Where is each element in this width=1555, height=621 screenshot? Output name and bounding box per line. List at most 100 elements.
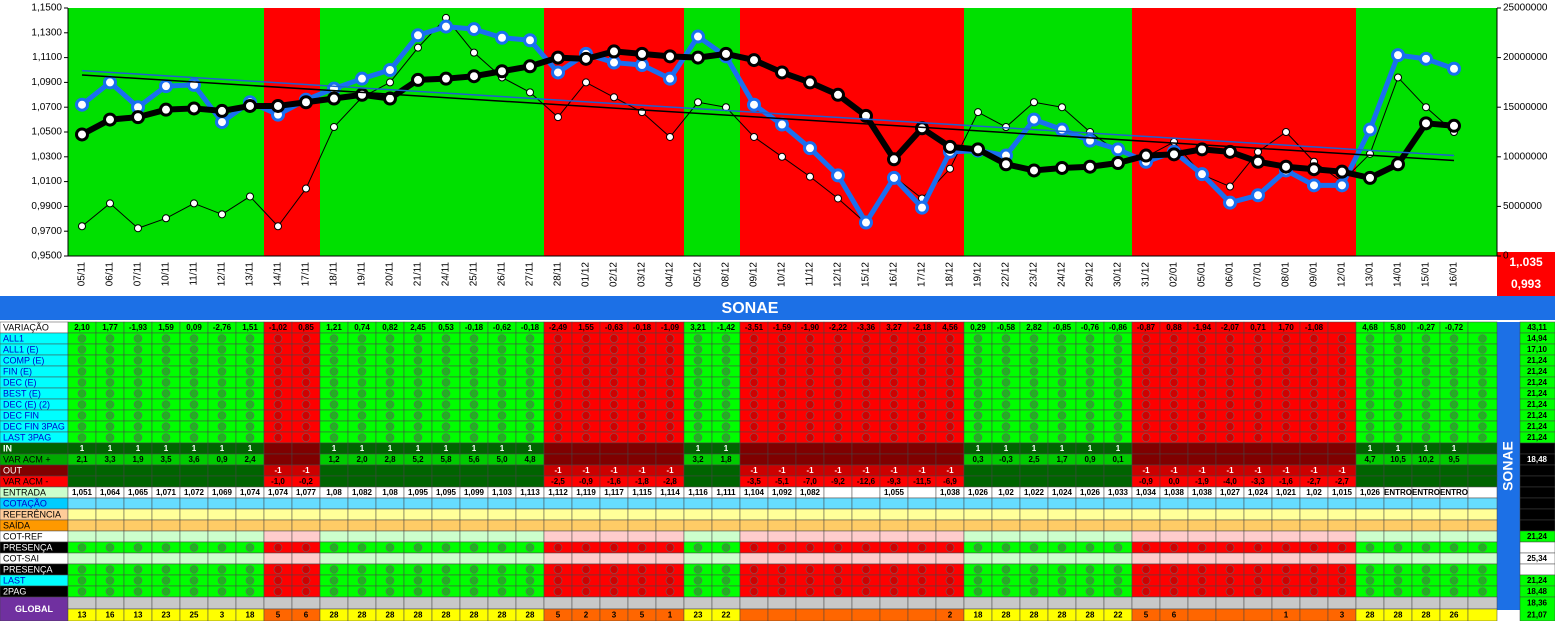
global-status-cell	[571, 596, 601, 610]
signal-dot	[385, 576, 395, 585]
signal-dot	[1085, 565, 1095, 574]
signal-dot	[357, 411, 367, 420]
cell-value: 1,074	[268, 488, 289, 497]
global-status-cell	[67, 596, 97, 610]
summary-cell	[1519, 497, 1555, 510]
series-point	[1027, 112, 1041, 127]
signal-band	[1216, 8, 1244, 256]
series-point	[607, 55, 621, 70]
global-cell	[823, 608, 853, 621]
signal-dot	[301, 389, 311, 398]
signal-dot	[1281, 433, 1291, 442]
signal-band	[572, 8, 600, 256]
cell-value: -1,6	[1279, 477, 1293, 486]
global-status-cell	[1271, 596, 1301, 610]
row-label: ALL1	[3, 333, 24, 343]
signal-dot	[385, 422, 395, 431]
signal-dot	[945, 334, 955, 343]
signal-dot	[1197, 587, 1207, 596]
signal-dot	[805, 345, 815, 354]
signal-dot	[1029, 565, 1039, 574]
cell-value: -2,8	[663, 477, 677, 486]
cell-value: -0,86	[1109, 323, 1128, 332]
signal-dot	[413, 411, 423, 420]
table-cell	[1131, 442, 1161, 455]
cell-value: ENTRO	[1384, 488, 1412, 497]
signal-dot	[469, 400, 479, 409]
table-cell	[1467, 475, 1498, 488]
signal-dot	[441, 587, 451, 596]
signal-dot	[945, 543, 955, 552]
table-cell	[1215, 497, 1245, 510]
signal-dot	[1309, 356, 1319, 365]
signal-dot	[861, 411, 871, 420]
x-tick-label: 21/11	[413, 262, 424, 287]
signal-dot	[1393, 433, 1403, 442]
signal-dot	[105, 356, 115, 365]
signal-dot	[973, 422, 983, 431]
table-cell	[823, 453, 853, 466]
signal-dot	[1169, 433, 1179, 442]
cell-value: 1,069	[212, 488, 233, 497]
table-cell	[1187, 442, 1217, 455]
table-cell	[879, 552, 909, 565]
cell-value: 10,5	[1390, 455, 1406, 464]
cell-value: 22	[1114, 611, 1123, 620]
signal-dot	[497, 411, 507, 420]
signal-dot	[721, 587, 731, 596]
table-cell	[851, 486, 881, 499]
cell-value: 1,038	[940, 488, 961, 497]
signal-dot	[1337, 422, 1347, 431]
signal-dot	[833, 433, 843, 442]
table-cell	[1075, 530, 1105, 543]
cell-value: 5	[556, 611, 561, 620]
signal-dot	[861, 422, 871, 431]
signal-dot	[777, 543, 787, 552]
signal-dot	[497, 334, 507, 343]
table-cell	[599, 530, 629, 543]
cell-value: -0,18	[633, 323, 652, 332]
signal-dot	[1197, 433, 1207, 442]
series-point	[215, 103, 229, 118]
signal-dot	[917, 345, 927, 354]
table-cell	[599, 442, 629, 455]
signal-dot	[1478, 367, 1487, 376]
signal-dot	[105, 378, 115, 387]
series-point	[1394, 73, 1402, 82]
signal-dot	[665, 367, 675, 376]
signal-dot	[385, 389, 395, 398]
cell-value: -0,72	[1445, 323, 1464, 332]
signal-dot	[441, 433, 451, 442]
signal-dot	[553, 367, 563, 376]
signal-dot	[1057, 334, 1067, 343]
signal-band	[376, 8, 404, 256]
series-point	[747, 53, 761, 68]
signal-dot	[1057, 378, 1067, 387]
table-cell	[375, 552, 405, 565]
series-point	[1251, 154, 1265, 169]
table-cell	[1439, 530, 1469, 543]
signal-dot	[1197, 378, 1207, 387]
cell-value: 1,114	[660, 488, 680, 497]
signal-dot	[805, 400, 815, 409]
signal-dot	[245, 543, 255, 552]
row-label: ALL1 (E)	[3, 344, 39, 354]
signal-dot	[1197, 389, 1207, 398]
table-cell	[599, 519, 629, 532]
signal-dot	[1113, 422, 1123, 431]
table-cell	[1355, 552, 1385, 565]
table-cell	[431, 508, 461, 521]
signal-dot	[1337, 389, 1347, 398]
signal-dot	[497, 367, 507, 376]
signal-dot	[945, 576, 955, 585]
signal-dot	[1029, 334, 1039, 343]
table-cell	[487, 508, 517, 521]
table-cell	[1131, 530, 1161, 543]
signal-dot	[245, 345, 255, 354]
signal-dot	[665, 433, 675, 442]
table-cell	[1103, 475, 1133, 488]
signal-dot	[133, 334, 143, 343]
table-cell	[935, 497, 965, 510]
signal-dot	[161, 422, 171, 431]
